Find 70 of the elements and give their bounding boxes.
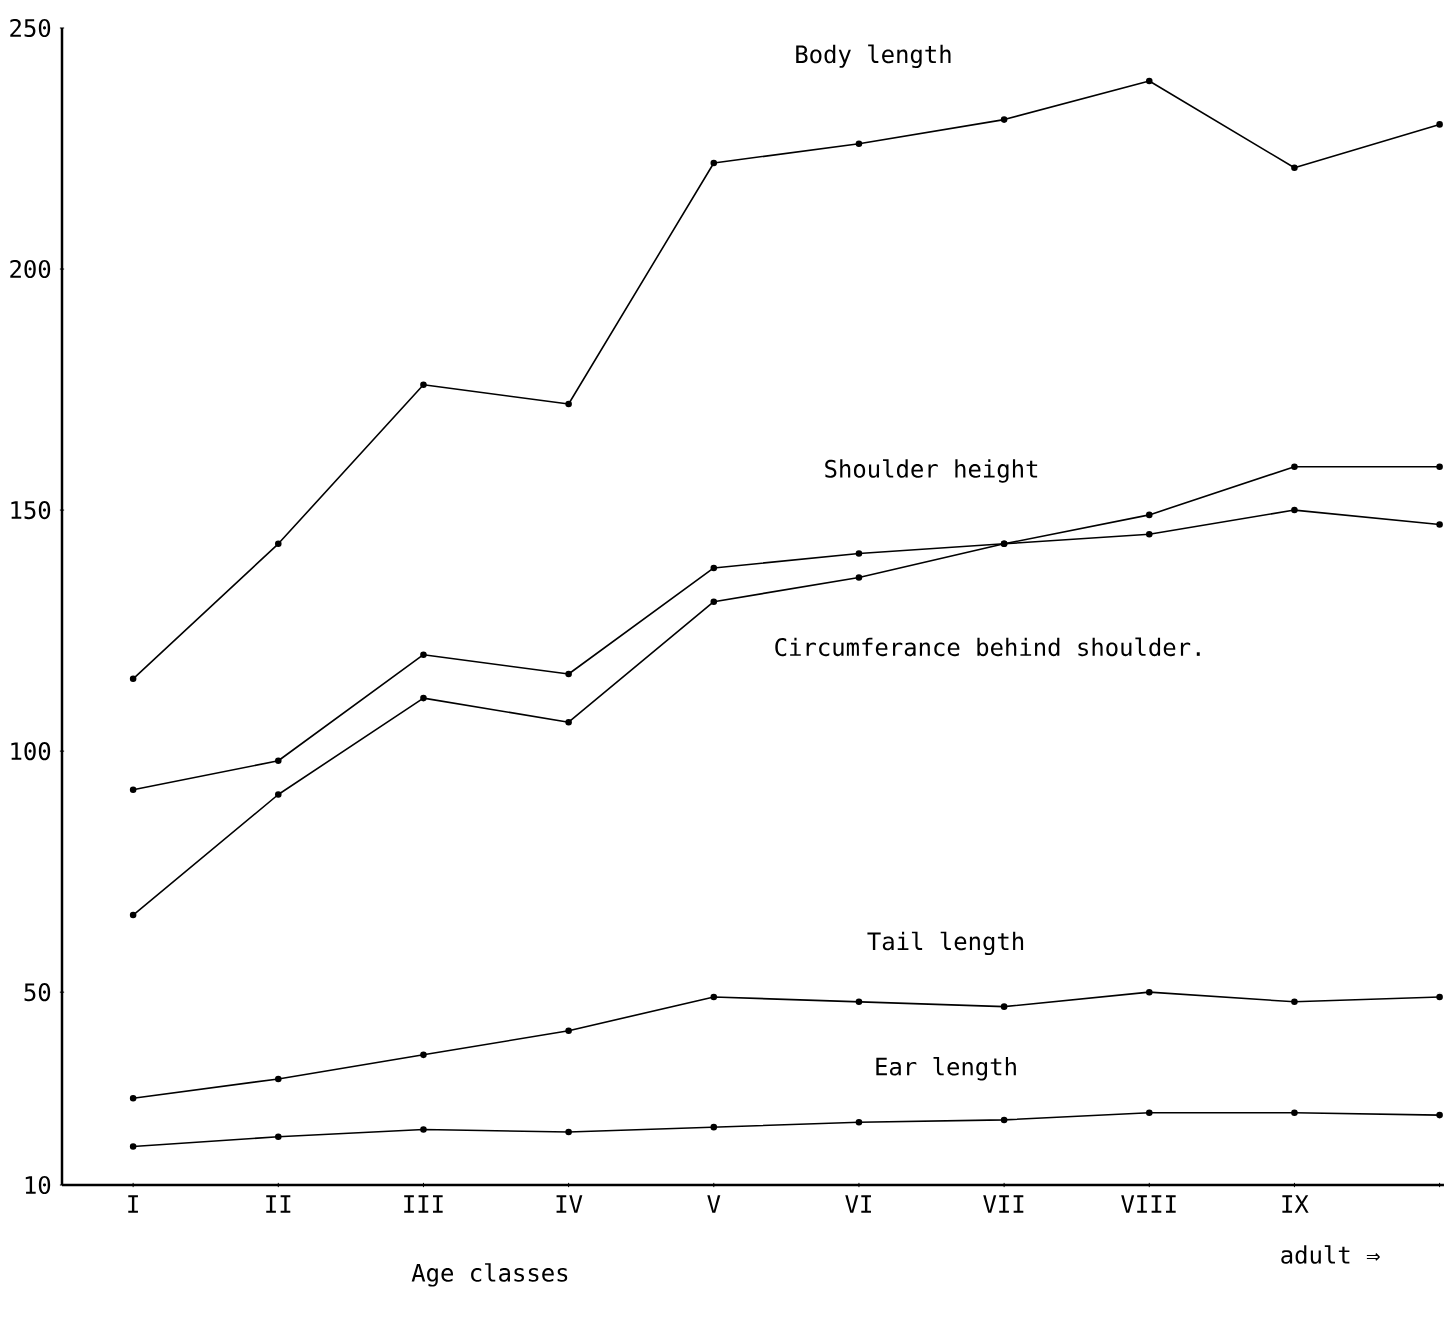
x-tick-label: IX [1282, 1195, 1309, 1213]
point [855, 1119, 863, 1126]
point [1291, 506, 1298, 514]
y-tick-label: 10 [25, 1175, 51, 1195]
point [1291, 998, 1298, 1006]
point [275, 1075, 282, 1083]
point [1436, 1111, 1443, 1119]
point [1145, 530, 1153, 538]
point [565, 718, 572, 726]
point [129, 675, 137, 683]
point [420, 381, 427, 389]
point [855, 550, 863, 557]
point [129, 1094, 137, 1102]
point [1291, 1109, 1298, 1116]
point [420, 1126, 427, 1133]
x-tick-label: I [128, 1195, 138, 1213]
x-tick-label: III [404, 1195, 443, 1213]
y-tick-label: 50 [24, 983, 51, 1002]
x-tick-label: II [266, 1195, 291, 1213]
point [1145, 988, 1153, 996]
x-tick-label: VI [845, 1195, 871, 1213]
point [855, 574, 863, 581]
point [1436, 521, 1443, 528]
point [565, 1128, 572, 1136]
y-tick-label: 150 [11, 501, 51, 520]
point [1436, 993, 1443, 1001]
point [1291, 164, 1298, 172]
series-label: Tail length [867, 931, 1024, 956]
point [1436, 121, 1443, 128]
text: Shoulder height [825, 459, 1038, 483]
point [420, 651, 427, 658]
point [275, 791, 282, 798]
point [855, 140, 863, 147]
y-tick-label: 100 [11, 742, 51, 761]
point [275, 757, 282, 765]
point [1000, 1116, 1008, 1124]
point [565, 670, 572, 678]
point [420, 1051, 427, 1059]
point [420, 694, 427, 702]
text: adult ⇒ [1281, 1245, 1380, 1264]
point [1436, 463, 1443, 470]
x-tick-label: V [707, 1195, 721, 1213]
x-tick-label: VII [983, 1195, 1024, 1213]
point [710, 159, 718, 167]
series-label: Circumferance behind shoulder. [775, 637, 1200, 657]
point [710, 598, 718, 605]
y-tick-label: 200 [10, 259, 51, 279]
point [565, 400, 572, 408]
text: Body length [796, 44, 951, 69]
point [275, 1133, 282, 1141]
point [855, 998, 863, 1006]
point [1145, 511, 1153, 519]
x-axis-title: Age classes [411, 1263, 568, 1287]
point [1291, 463, 1298, 470]
point [129, 1143, 137, 1150]
y-tick-label: 250 [10, 18, 51, 38]
point [710, 564, 718, 572]
point [1000, 1003, 1008, 1010]
point [1145, 1109, 1153, 1116]
x-tick-label: IV [556, 1195, 583, 1213]
point [710, 1123, 718, 1131]
point [129, 786, 137, 793]
point [565, 1027, 572, 1035]
x-tick-label: VIII [1121, 1195, 1176, 1213]
point [1145, 77, 1153, 85]
point [275, 540, 282, 548]
point [1000, 116, 1008, 123]
point [710, 993, 718, 1001]
series-label: Ear length [876, 1056, 1016, 1081]
point [129, 911, 137, 919]
